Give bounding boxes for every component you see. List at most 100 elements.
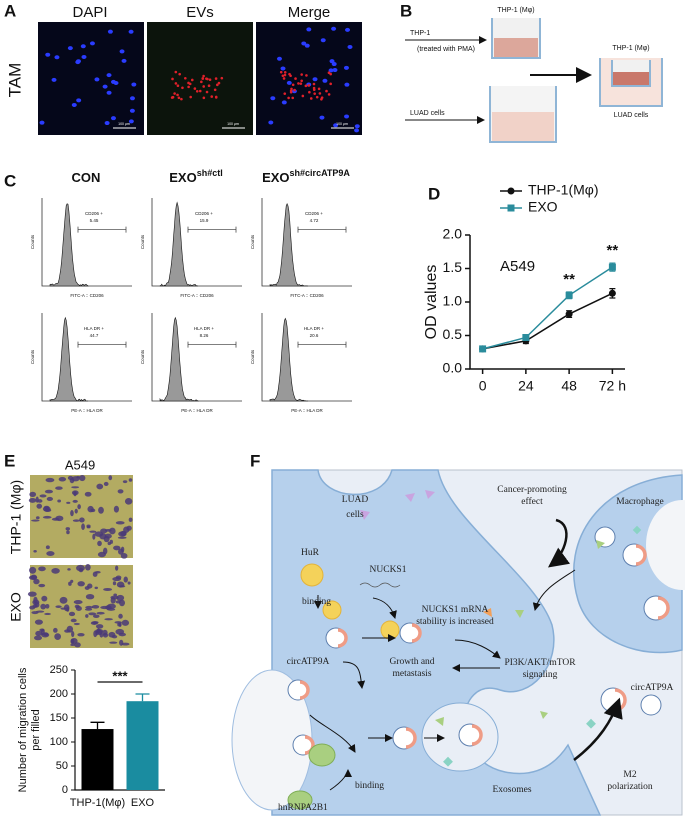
gate [187, 341, 237, 348]
gate-value: 44.7 [90, 333, 99, 338]
nucleus [110, 116, 116, 121]
y-tick-label: 0 [62, 784, 68, 796]
axis-label: FITC-A :: CD206 [290, 293, 324, 298]
significance: ** [607, 242, 619, 259]
nucleus [286, 80, 292, 85]
label-line: polarization [607, 782, 653, 792]
title-sup: sh#circATP9A [290, 168, 351, 178]
ev-signal [313, 92, 316, 95]
y-axis-label: OD values [423, 265, 440, 340]
error-bar [135, 693, 150, 702]
cell [36, 503, 43, 509]
cell [112, 581, 117, 586]
cell [33, 578, 40, 585]
ev-signal [318, 92, 322, 95]
gate [187, 226, 237, 233]
cell [115, 565, 119, 571]
ev-signal [325, 89, 328, 93]
ev-signal [189, 95, 192, 99]
ev-signal [187, 81, 190, 85]
cell [87, 505, 94, 513]
cell [74, 604, 80, 609]
label: Cancer-promoting effect [497, 485, 567, 507]
nucleus [328, 68, 334, 73]
ev-signal [300, 73, 303, 76]
cell [113, 505, 119, 513]
cell [54, 633, 61, 640]
bar [81, 729, 114, 790]
cell [59, 596, 68, 604]
axis-label: FITC-A :: CD206 [180, 293, 214, 298]
column-title: Merge [288, 4, 331, 21]
cell [35, 630, 43, 636]
cell [71, 486, 80, 489]
ev-signal [205, 77, 208, 80]
x-tick-label: EXO [131, 797, 155, 809]
gate-label: CD206 + [195, 211, 213, 216]
cell [79, 474, 86, 482]
ev-signal [291, 83, 295, 87]
cell [119, 599, 126, 607]
cell [84, 608, 93, 611]
cell [33, 596, 38, 604]
label: hnRNPA2B1 [278, 803, 328, 813]
nucleus [331, 62, 337, 67]
cell [65, 527, 71, 531]
ev-signal [304, 84, 308, 88]
histogram [269, 202, 309, 287]
ev-signal [202, 85, 206, 88]
nucleus [319, 115, 325, 120]
cell [57, 499, 62, 503]
cell [92, 614, 100, 618]
ev-signal [174, 82, 178, 85]
transwell-diagram [489, 18, 663, 143]
ev-signal [327, 93, 331, 96]
cell [85, 593, 95, 600]
nucleus [94, 77, 100, 82]
ev-signal [281, 74, 285, 78]
y-tick-label: 100 [50, 736, 68, 748]
cell [102, 547, 108, 555]
micrographs: 100 μm 100 μm 100 μm [38, 22, 362, 135]
nucleus [54, 55, 60, 60]
label: M2 polarization [607, 770, 653, 792]
cell [103, 587, 113, 591]
label-line: NUCKS1 mRNA [422, 605, 489, 615]
cell [76, 475, 80, 479]
cell [37, 499, 43, 503]
ev-signal [202, 74, 205, 78]
cell [85, 614, 89, 618]
cell [53, 627, 58, 633]
ev-signal [214, 96, 218, 99]
nucleus [113, 80, 119, 85]
ev-signal [290, 87, 293, 91]
nucleus [344, 114, 350, 119]
row-label: EXO [8, 592, 24, 622]
cell [94, 531, 104, 537]
ev-signal [171, 95, 175, 99]
nucleus [80, 44, 86, 49]
cell [77, 581, 85, 587]
x-tick-label: 72 h [599, 378, 626, 394]
panel-title: A549 [65, 457, 95, 472]
cell [70, 638, 75, 645]
label: LUAD cells [342, 495, 369, 520]
cell [55, 486, 63, 490]
ev-signal [171, 77, 174, 81]
cell [44, 612, 51, 616]
label-line: effect [521, 496, 543, 507]
cell [45, 603, 50, 609]
label-line: Growth and [389, 657, 434, 667]
x-tick-label: THP-1(Mφ) [70, 797, 125, 809]
cell [95, 624, 104, 629]
nucleus [343, 65, 349, 70]
cell [116, 594, 125, 601]
ev-signal [287, 96, 290, 100]
label: THP-1 (Mφ) [612, 45, 649, 52]
axes [261, 313, 352, 402]
cell [120, 546, 125, 553]
cell [74, 508, 78, 514]
cell [123, 526, 130, 533]
